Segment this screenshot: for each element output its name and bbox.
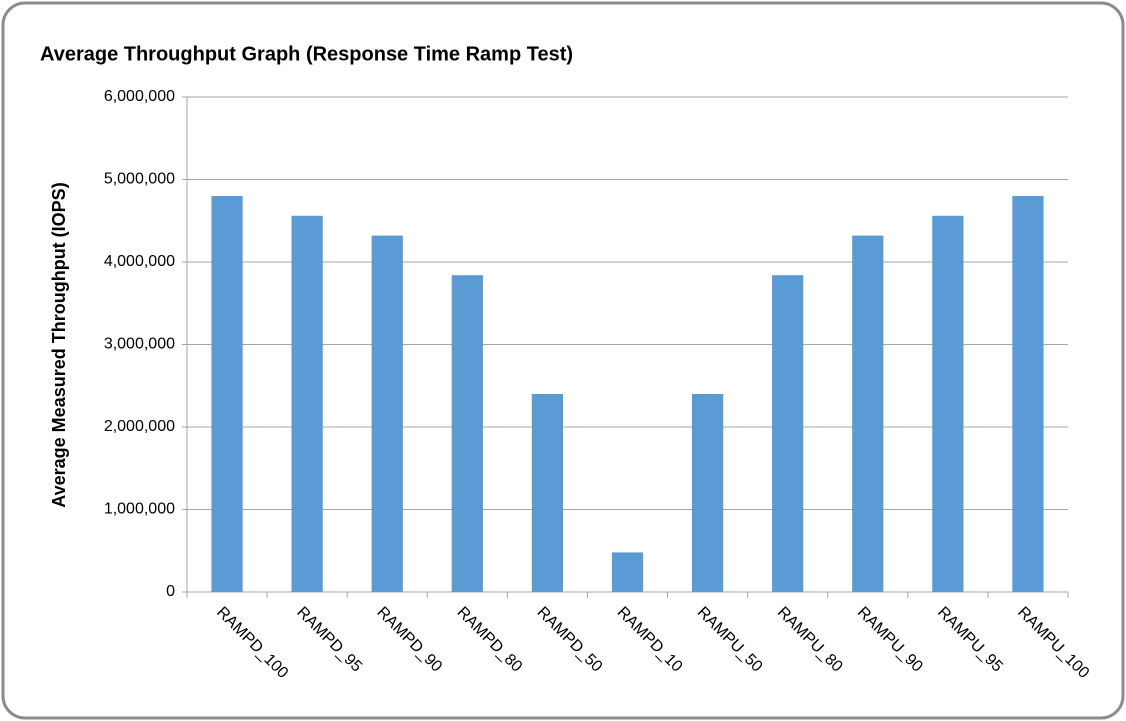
y-axis-label: Average Measured Throughput (IOPS) xyxy=(49,182,69,507)
y-tick-label: 0 xyxy=(166,583,175,600)
chart-title: Average Throughput Graph (Response Time … xyxy=(40,43,573,65)
bar xyxy=(531,394,564,592)
bar xyxy=(691,394,724,592)
bar xyxy=(611,552,644,592)
bar xyxy=(772,275,804,592)
bar xyxy=(291,215,323,593)
bar xyxy=(451,275,483,592)
bar xyxy=(211,196,243,592)
y-tick-label: 5,000,000 xyxy=(104,171,175,188)
y-tick-label: 6,000,000 xyxy=(104,88,175,105)
y-tick-label: 2,000,000 xyxy=(104,418,175,435)
bar xyxy=(932,215,964,593)
bar xyxy=(371,235,403,592)
bar xyxy=(852,235,884,592)
y-tick-label: 1,000,000 xyxy=(104,501,175,518)
y-tick-label: 4,000,000 xyxy=(104,253,175,270)
y-tick-label: 3,000,000 xyxy=(104,336,175,353)
bar xyxy=(1012,196,1044,592)
